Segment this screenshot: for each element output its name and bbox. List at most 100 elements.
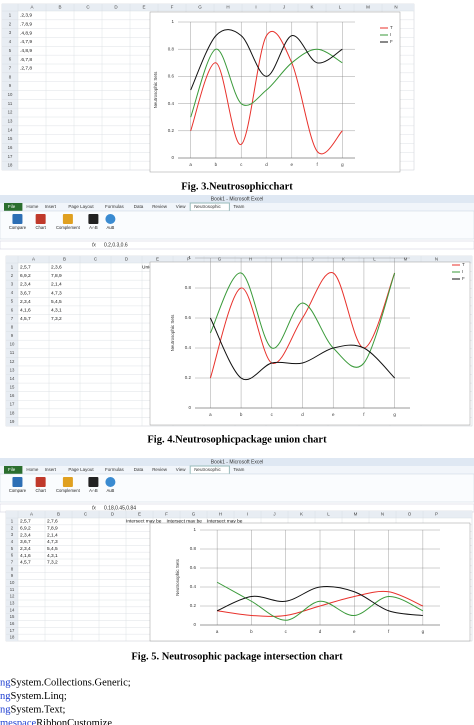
column-header: E xyxy=(156,257,159,262)
cell: .4,7,9 xyxy=(20,39,32,45)
row-header: 14 xyxy=(10,376,15,381)
ribbon-icon[interactable] xyxy=(88,477,99,487)
column-header: A xyxy=(30,5,33,10)
ribbon-button-label[interactable]: Chart xyxy=(36,225,47,230)
ribbon-tab[interactable]: Home xyxy=(26,204,39,209)
cell: 2,7,6 xyxy=(47,519,58,525)
ribbon-icon[interactable] xyxy=(62,214,73,224)
ribbon-tab[interactable]: Insert xyxy=(45,467,57,472)
ribbon-icon[interactable] xyxy=(88,214,99,224)
fx-label: fx xyxy=(92,505,96,511)
column-header: M xyxy=(354,512,358,517)
row-header: 6 xyxy=(9,57,12,62)
formula-value: 0.2,0.3,0.6 xyxy=(104,242,128,248)
ribbon-tab[interactable]: Review xyxy=(152,467,168,472)
ribbon-button-label[interactable]: A∩B xyxy=(89,225,98,230)
y-tick-label: 0 xyxy=(171,155,174,160)
series-line xyxy=(217,590,424,617)
ribbon-tab[interactable]: Home xyxy=(26,467,39,472)
column-header: I xyxy=(281,257,282,262)
ribbon-tab[interactable]: Formulas xyxy=(105,467,125,472)
row-header: 13 xyxy=(8,119,13,124)
column-header: F xyxy=(187,257,190,262)
row-header: 5 xyxy=(11,299,14,304)
column-header-bar xyxy=(6,511,472,518)
code-keyword: ng xyxy=(0,677,11,688)
x-tick-label: e xyxy=(353,629,356,634)
cell: 6,9,2 xyxy=(20,526,31,532)
x-tick-label: c xyxy=(240,162,243,167)
ribbon-tab[interactable]: File xyxy=(8,467,16,472)
ribbon-icon[interactable] xyxy=(105,477,116,487)
ribbon-button-label[interactable]: A∩B xyxy=(89,488,98,493)
ribbon-button-label[interactable]: Complement xyxy=(56,225,81,230)
row-header: 15 xyxy=(10,385,15,390)
legend-label: T xyxy=(462,262,465,267)
ribbon-tab[interactable]: View xyxy=(176,204,186,209)
ribbon-button-label[interactable]: AuB xyxy=(106,488,114,493)
ribbon-icon[interactable] xyxy=(105,214,116,224)
y-axis-label: Neutrosophic Sets xyxy=(175,558,180,596)
row-header: 11 xyxy=(10,350,15,355)
row-header: 10 xyxy=(8,92,13,97)
row-header: 7 xyxy=(11,560,14,565)
cell: 2,1,4 xyxy=(47,532,58,538)
ribbon-tab[interactable]: Page Layout xyxy=(68,467,94,472)
ribbon-icon[interactable] xyxy=(35,214,46,224)
ribbon-icon[interactable] xyxy=(12,214,23,224)
row-header: 1 xyxy=(11,519,14,524)
ribbon-tab[interactable]: Neutrosophic xyxy=(194,467,221,472)
ribbon-tab[interactable]: File xyxy=(8,204,16,209)
row-header: 14 xyxy=(8,127,13,132)
ribbon-button-label[interactable]: AuB xyxy=(106,225,114,230)
row-header-bar xyxy=(6,256,18,426)
column-header: J xyxy=(273,512,275,517)
ribbon-icon[interactable] xyxy=(62,477,73,487)
y-tick-label: 0.4 xyxy=(190,584,197,589)
cell: 4,3,1 xyxy=(47,553,58,559)
row-header-bar xyxy=(2,4,18,170)
ribbon-tab[interactable]: Data xyxy=(134,204,144,209)
cell: 7,8,9 xyxy=(51,273,62,279)
y-tick-label: 0 xyxy=(188,405,191,410)
row-header: 16 xyxy=(10,621,15,626)
ribbon-tab[interactable]: Page Layout xyxy=(68,204,94,209)
code-keyword: ng xyxy=(0,704,11,715)
cell: 2,3,6 xyxy=(51,265,62,271)
chart-area xyxy=(149,11,401,173)
cell: 3,6,7 xyxy=(20,539,31,545)
ribbon-tab[interactable]: Review xyxy=(152,204,168,209)
column-header: F xyxy=(171,5,174,10)
ribbon-button-label[interactable]: Chart xyxy=(36,488,47,493)
ribbon-tab[interactable]: Team xyxy=(233,204,244,209)
ribbon-tab[interactable]: Data xyxy=(134,467,144,472)
code-text: System.Text; xyxy=(11,704,66,715)
row-header: 18 xyxy=(10,410,15,415)
row-header: 12 xyxy=(8,110,13,115)
figure-caption: Fig. 5. Neutrosophic package intersectio… xyxy=(131,651,343,662)
ribbon-tab[interactable]: Formulas xyxy=(105,204,125,209)
row-header: 11 xyxy=(8,101,13,106)
ribbon-button-label[interactable]: Compare xyxy=(9,225,27,230)
x-tick-label: e xyxy=(332,412,335,417)
cell: 4,3,1 xyxy=(51,307,62,313)
ribbon-icon[interactable] xyxy=(12,477,23,487)
cell: .7,8,9 xyxy=(20,22,32,28)
cell: 5,4,5 xyxy=(47,546,58,552)
ribbon-tab[interactable]: Team xyxy=(233,467,244,472)
ribbon-tab[interactable]: Neutrosophic xyxy=(194,204,221,209)
ribbon-tab[interactable]: View xyxy=(176,467,186,472)
column-header: G xyxy=(192,512,196,517)
row-header: 3 xyxy=(11,532,14,537)
cell: 2,5,7 xyxy=(20,519,31,525)
cell: 2,5,7 xyxy=(20,265,31,271)
ribbon-icon[interactable] xyxy=(35,477,46,487)
row-header: 16 xyxy=(10,393,15,398)
ribbon-body xyxy=(0,210,474,240)
ribbon-button-label[interactable]: Compare xyxy=(9,488,27,493)
column-header: L xyxy=(373,257,376,262)
cell: 3,6,7 xyxy=(20,290,31,296)
cell-header: Intersect may be xyxy=(126,519,162,525)
ribbon-tab[interactable]: Insert xyxy=(45,204,57,209)
ribbon-button-label[interactable]: Complement xyxy=(56,488,81,493)
